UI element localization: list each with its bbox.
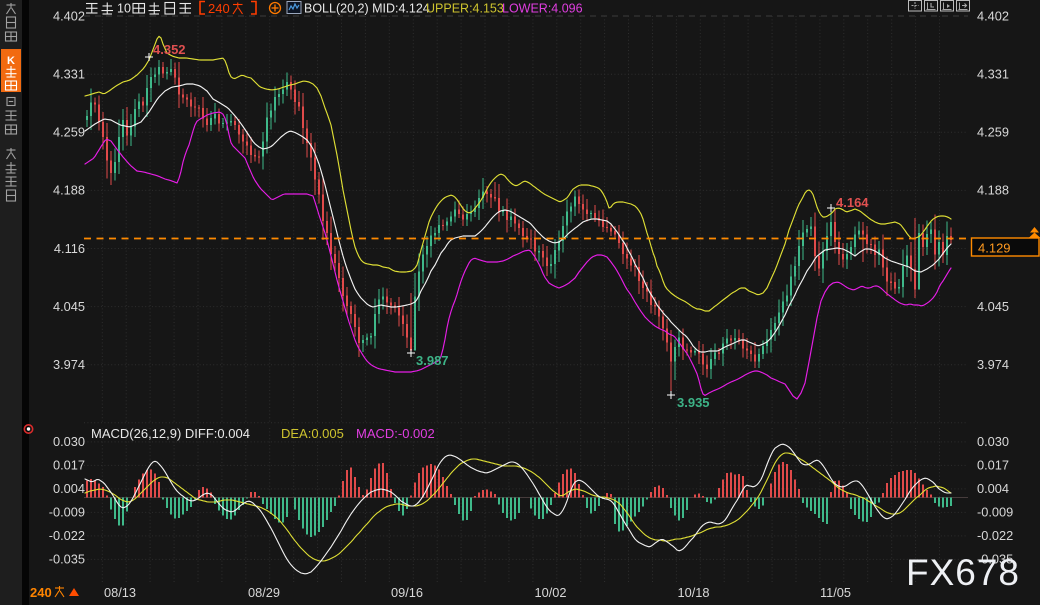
svg-text:MACD:-0.002: MACD:-0.002	[356, 426, 435, 441]
svg-text:4.259: 4.259	[53, 125, 85, 140]
svg-text:-0.035: -0.035	[977, 552, 1013, 567]
svg-text:K: K	[7, 55, 15, 67]
svg-text:0.030: 0.030	[977, 434, 1009, 449]
svg-text:-0.022: -0.022	[977, 528, 1013, 543]
svg-text:4.331: 4.331	[977, 67, 1009, 82]
svg-text:4.188: 4.188	[977, 183, 1009, 198]
svg-text:DEA:0.005: DEA:0.005	[281, 426, 344, 441]
svg-text:3.974: 3.974	[53, 357, 85, 372]
svg-text:4.164: 4.164	[836, 195, 869, 210]
svg-text:0.004: 0.004	[977, 481, 1009, 496]
svg-text:BOLL(20,2) MID:4.124: BOLL(20,2) MID:4.124	[304, 2, 430, 16]
svg-text:4.045: 4.045	[53, 299, 85, 314]
svg-text:10/02: 10/02	[534, 585, 566, 600]
svg-text:3.974: 3.974	[977, 357, 1009, 372]
svg-text:3.987: 3.987	[416, 353, 449, 368]
svg-text:4.402: 4.402	[977, 8, 1009, 23]
svg-text:08/13: 08/13	[104, 585, 136, 600]
svg-text:3.935: 3.935	[677, 395, 710, 410]
svg-text:FX678: FX678	[906, 552, 1020, 593]
svg-text:09/16: 09/16	[391, 585, 423, 600]
svg-text:08/29: 08/29	[248, 585, 280, 600]
svg-text:UPPER:4.153: UPPER:4.153	[426, 2, 504, 16]
svg-text:10: 10	[117, 2, 131, 16]
svg-text:4.331: 4.331	[53, 67, 85, 82]
svg-text:-0.009: -0.009	[49, 505, 85, 520]
svg-text:240: 240	[208, 1, 230, 16]
svg-text:10/18: 10/18	[677, 585, 709, 600]
svg-text:0.030: 0.030	[53, 434, 85, 449]
svg-text:-0.009: -0.009	[977, 505, 1013, 520]
svg-text:4.402: 4.402	[53, 8, 85, 23]
svg-text:-0.022: -0.022	[49, 528, 85, 543]
svg-text:4.129: 4.129	[978, 241, 1011, 256]
svg-text:4.116: 4.116	[54, 241, 85, 256]
svg-text:4.188: 4.188	[53, 183, 85, 198]
svg-text:4.352: 4.352	[153, 42, 186, 57]
svg-text:11/05: 11/05	[820, 585, 851, 600]
svg-text:0.017: 0.017	[53, 458, 85, 473]
svg-text:4.045: 4.045	[977, 299, 1009, 314]
svg-text:-0.035: -0.035	[49, 552, 85, 567]
svg-text:0.017: 0.017	[977, 458, 1009, 473]
svg-text:4.259: 4.259	[977, 125, 1009, 140]
svg-text:0.004: 0.004	[53, 481, 85, 496]
svg-text:LOWER:4.096: LOWER:4.096	[502, 2, 583, 16]
svg-text:240: 240	[30, 585, 52, 600]
svg-text:MACD(26,12,9) DIFF:0.004: MACD(26,12,9) DIFF:0.004	[91, 426, 250, 441]
